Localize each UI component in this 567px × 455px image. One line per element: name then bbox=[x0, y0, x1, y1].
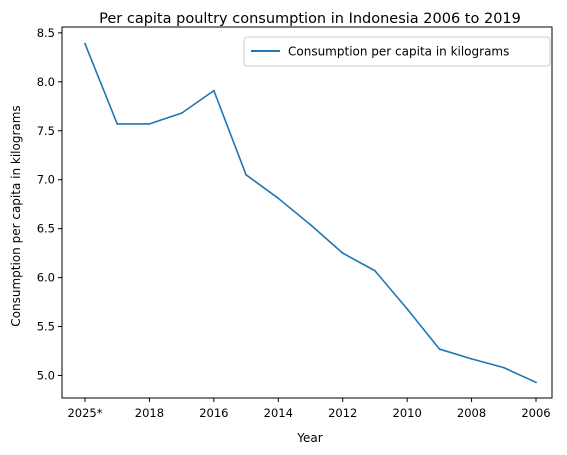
data-point bbox=[502, 366, 505, 369]
series-layer bbox=[84, 42, 537, 384]
y-tick-label: 7.5 bbox=[37, 124, 55, 138]
x-tick-label: 2006 bbox=[521, 406, 550, 420]
data-point bbox=[116, 123, 119, 125]
data-point bbox=[341, 252, 344, 255]
data-point bbox=[84, 42, 86, 45]
data-point bbox=[406, 308, 409, 310]
legend-label: Consumption per capita in kilograms bbox=[288, 45, 509, 59]
data-point bbox=[438, 348, 441, 350]
data-point bbox=[180, 112, 183, 115]
data-point bbox=[470, 357, 473, 360]
y-tick-label: 7.0 bbox=[37, 173, 55, 187]
y-tick-label: 5.0 bbox=[37, 368, 55, 382]
legend: Consumption per capita in kilograms bbox=[243, 36, 551, 67]
y-tick-label: 8.5 bbox=[37, 26, 55, 40]
x-tick-label: 2012 bbox=[328, 406, 357, 420]
legend-box bbox=[243, 36, 551, 67]
y-tick-label: 8.0 bbox=[37, 75, 55, 89]
data-point bbox=[212, 89, 215, 92]
y-tick-label: 6.5 bbox=[37, 222, 55, 236]
data-point bbox=[309, 223, 312, 226]
x-tick-label: 2018 bbox=[135, 406, 164, 420]
data-point bbox=[277, 197, 280, 200]
data-point bbox=[148, 123, 151, 125]
y-tick-label: 6.0 bbox=[37, 271, 55, 285]
plot-area: 5.05.56.06.57.07.58.08.5 2025* 2018 2016 20… bbox=[37, 26, 553, 420]
y-axis-label: Consumption per capita in kilograms bbox=[9, 105, 23, 326]
x-tick-label: 2016 bbox=[199, 406, 228, 420]
x-tick-label: 2014 bbox=[264, 406, 293, 420]
chart-title: Per capita poultry consumption in Indone… bbox=[99, 11, 521, 27]
y-axis: 5.0 5.5 6.0 6.5 7.0 7.5 8.0 8.5 bbox=[37, 26, 62, 382]
x-axis-label: Year bbox=[296, 431, 322, 445]
plot-frame bbox=[61, 26, 553, 399]
data-point bbox=[374, 269, 376, 272]
y-tick-label: 5.5 bbox=[37, 320, 55, 334]
x-tick-label: 2025* bbox=[67, 406, 102, 420]
data-point bbox=[535, 381, 537, 384]
x-tick-label: 2010 bbox=[393, 406, 422, 420]
x-axis: 2025* 2018 2016 2014 2012 2010 2008 2006 bbox=[67, 398, 551, 420]
data-point bbox=[245, 173, 247, 176]
x-tick-label: 2008 bbox=[457, 406, 486, 420]
